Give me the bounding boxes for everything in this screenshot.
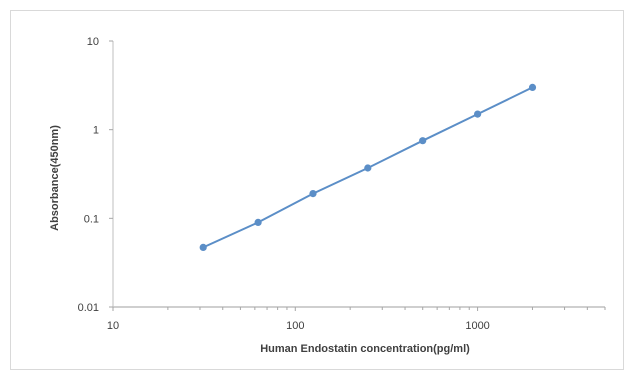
x-tick-label: 100 xyxy=(286,320,304,332)
data-point-marker xyxy=(419,137,427,145)
data-point-marker xyxy=(309,190,317,198)
x-axis-tick-labels: 10 100 1000 xyxy=(107,320,490,332)
data-point-marker xyxy=(199,243,207,251)
y-axis-tick-labels: 10 1 0.1 0.01 xyxy=(78,36,99,314)
data-point-marker xyxy=(364,164,372,172)
data-point-marker xyxy=(254,218,262,226)
x-axis-title: Human Endostatin concentration(pg/ml) xyxy=(260,343,470,355)
x-tick-label: 1000 xyxy=(465,320,489,332)
data-point-marker xyxy=(528,83,537,91)
y-axis-title: Absorbance(450nm) xyxy=(49,125,61,231)
data-point-marker xyxy=(474,110,482,118)
chart-frame xyxy=(10,10,624,370)
y-tick-label: 0.01 xyxy=(78,302,99,314)
y-axis-ticks xyxy=(109,40,113,308)
y-tick-label: 0.1 xyxy=(84,213,99,225)
series-layer xyxy=(199,83,537,251)
axes xyxy=(112,41,605,308)
x-minor-ticks xyxy=(112,307,606,311)
x-tick-label: 10 xyxy=(107,320,119,332)
y-tick-label: 1 xyxy=(93,125,99,137)
y-tick-label: 10 xyxy=(87,36,99,48)
